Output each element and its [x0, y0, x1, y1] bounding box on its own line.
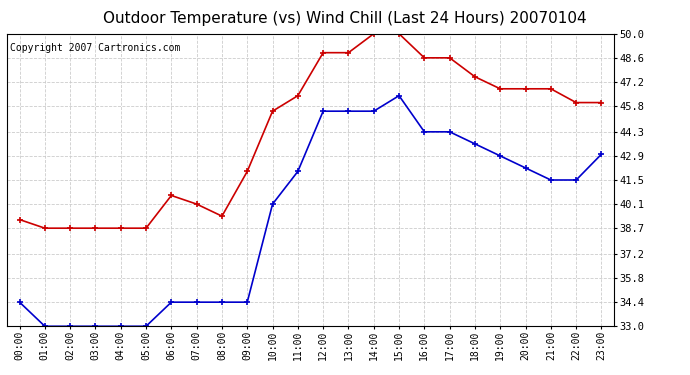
Text: Outdoor Temperature (vs) Wind Chill (Last 24 Hours) 20070104: Outdoor Temperature (vs) Wind Chill (Las…	[104, 11, 586, 26]
Text: Copyright 2007 Cartronics.com: Copyright 2007 Cartronics.com	[10, 42, 180, 52]
